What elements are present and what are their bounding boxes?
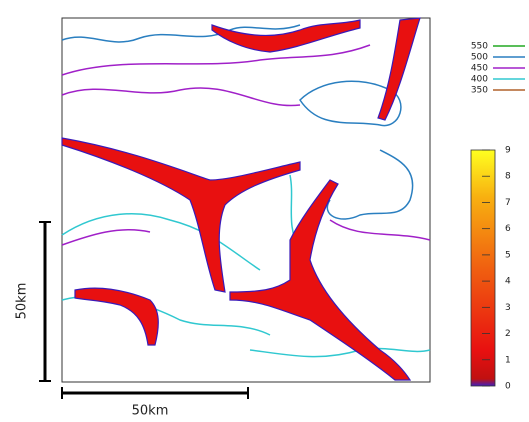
colorbar-tick-label: 1 (505, 355, 511, 365)
legend-label: 350 (471, 86, 488, 96)
map-area (62, 18, 430, 382)
scale-label: 50km (132, 404, 169, 419)
colorbar-tick-label: 7 (505, 198, 511, 208)
colorbar-tick-label: 6 (505, 224, 511, 234)
colorbar: 0 1 2 3 4 5 6 7 8 9 (471, 146, 511, 392)
colorbar-gradient (471, 150, 495, 386)
colorbar-tick-label: 4 (505, 277, 511, 287)
colorbar-tick-label: 0 (505, 382, 511, 392)
legend-label: 450 (471, 64, 488, 74)
scale-label: 50km (15, 283, 30, 320)
colorbar-tick-label: 3 (505, 303, 511, 313)
map-figure: 550500450400350 0 1 2 3 4 5 6 7 8 9 50km 50km (0, 0, 529, 422)
legend-label: 550 (471, 42, 488, 52)
colorbar-tick-label: 9 (505, 146, 511, 156)
legend-label: 400 (471, 75, 488, 85)
colorbar-tick-label: 2 (505, 329, 511, 339)
colorbar-tick-label: 8 (505, 172, 511, 182)
legend-label: 500 (471, 53, 488, 63)
colorbar-tick-label: 5 (505, 250, 511, 260)
